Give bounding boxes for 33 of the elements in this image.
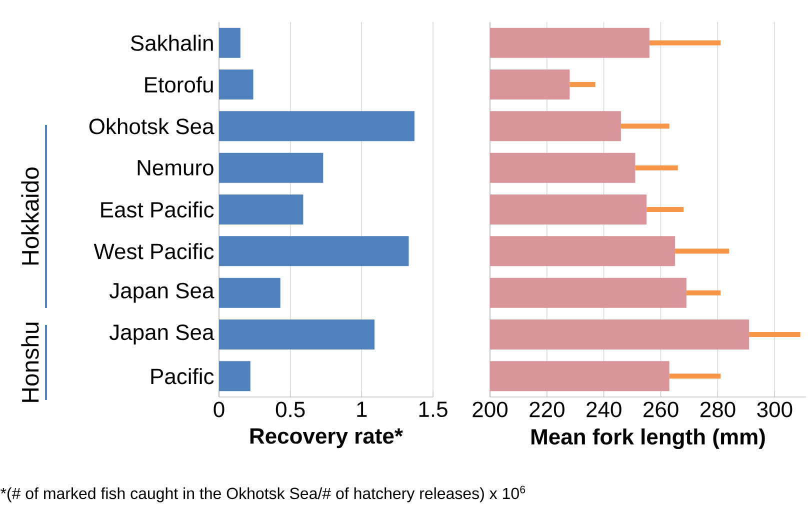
y-tick-label: Sakhalin [130,34,213,51]
y-tick-label: Etorofu [145,76,213,93]
bar [219,361,250,392]
x-tick-label: 1.5 [419,402,448,418]
text: *(# of marked fish caught in the Okhotsk Sea/# of hatchery releases) x 10$^{6}$ [0,486,526,502]
x-tick-label: 1 [357,402,367,417]
x-tick-label: 280 [700,402,736,418]
y-tick-label: West Pacific [94,243,214,260]
bar [219,278,280,308]
x-axis-title: Mean fork length (mm) [532,428,765,450]
y-tick-label: Nemuro [138,160,214,176]
bar [219,28,240,58]
bar [219,152,324,183]
text: Hokkaido [21,168,39,265]
x-axis-title: Recovery rate* [250,428,403,448]
y-tick-label: Japan Sea [109,324,214,344]
bar [219,319,375,350]
bar [219,194,304,224]
y-tick-label: Pacific [151,368,214,384]
x-tick-label: 240 [586,402,622,418]
x-tick-label: 260 [644,402,678,418]
x-tick-label: 300 [757,402,792,418]
text: Honshu [21,322,39,402]
y-tick-label: Okhotsk Sea [89,118,214,134]
bar [219,69,254,100]
bar [219,111,414,142]
x-tick-label: 220 [530,402,564,418]
bar [219,236,409,266]
y-tick-label: East Pacific [101,201,214,218]
x-tick-label: 0 [214,402,224,418]
y-tick-label: Japan Sea [109,282,214,303]
x-tick-label: 0.5 [276,402,305,418]
x-tick-label: 200 [472,402,508,418]
